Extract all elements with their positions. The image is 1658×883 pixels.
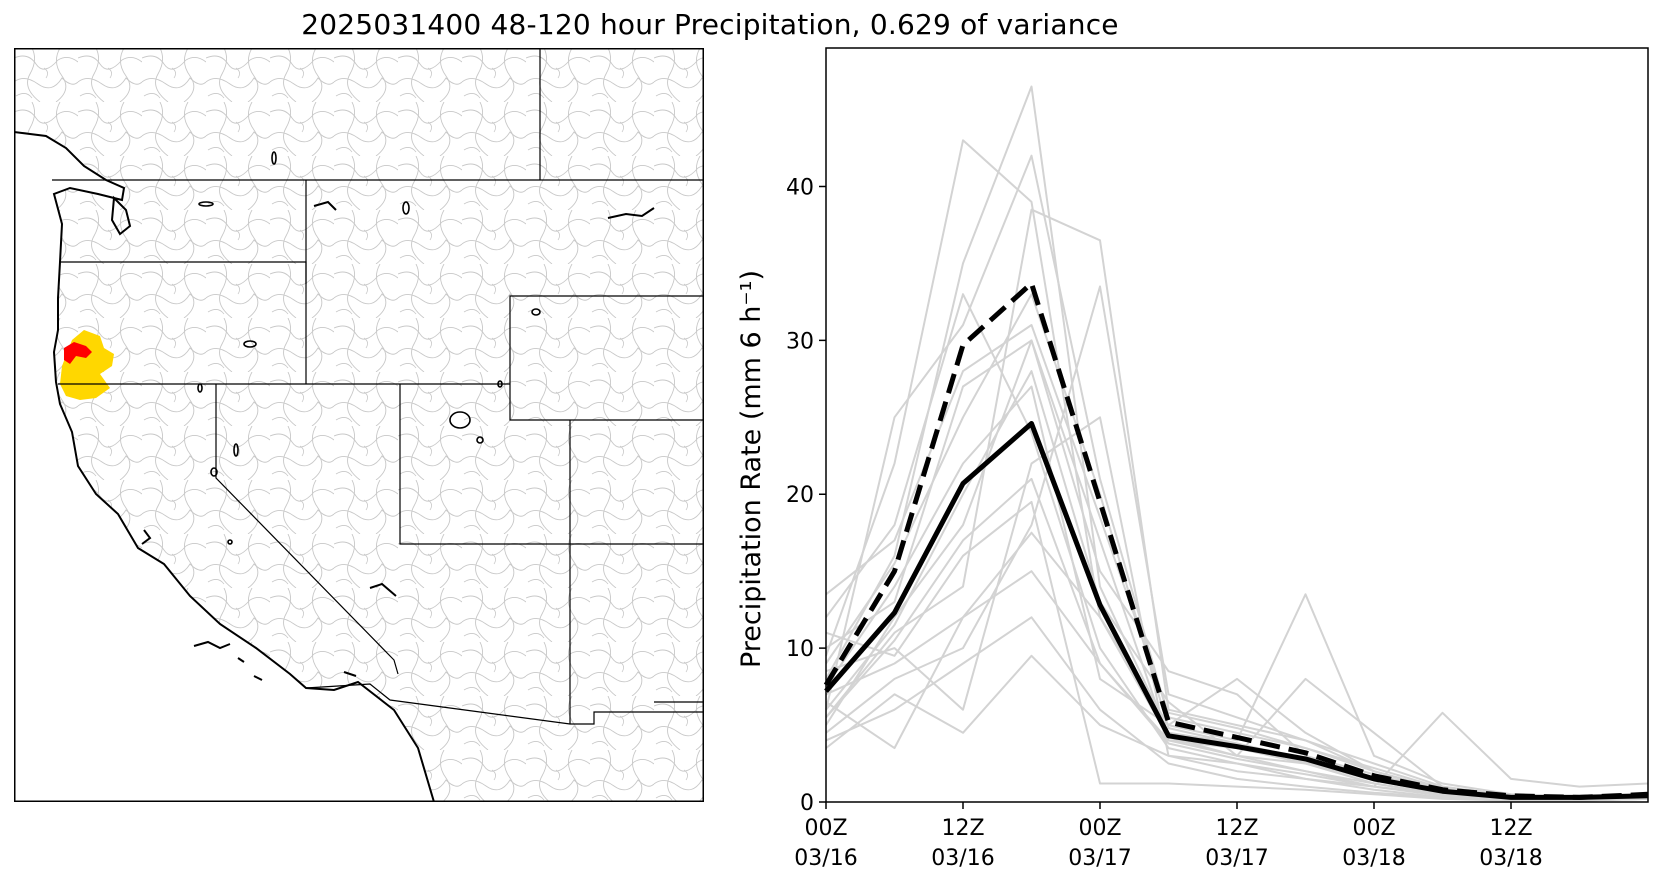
plot-area: [823, 47, 1649, 803]
member-lines: [825, 85, 1649, 802]
y-tick-label: 30: [786, 329, 814, 354]
lakes: [197, 151, 541, 545]
basin-map: [14, 48, 704, 802]
ensemble-member-line: [825, 500, 1649, 802]
x-tick-label-date: 03/16: [931, 846, 994, 871]
y-tick-label: 20: [786, 483, 814, 508]
map-frame: [14, 48, 704, 802]
x-tick-label-time: 00Z: [1352, 816, 1395, 841]
ensemble-member-line: [825, 416, 1649, 788]
precipitation-chart: 0 10 20 30 40 00Z 03/16 12Z 03/16 00Z 03/17 12Z 03/…: [736, 47, 1649, 871]
ensemble-member-line: [825, 139, 1649, 800]
ensemble-member-line: [825, 531, 1649, 799]
x-tick-label-time: 12Z: [1215, 816, 1258, 841]
x-tick-label-date: 03/17: [1205, 846, 1268, 871]
ensemble-member-line: [825, 339, 1649, 800]
state-borders: [52, 48, 704, 725]
y-axis: 0 10 20 30 40: [786, 175, 826, 816]
main-lines: [823, 280, 1649, 800]
x-tick-label-time: 12Z: [1489, 816, 1532, 841]
x-tick-label-date: 03/17: [1068, 846, 1131, 871]
ensemble-member-line: [825, 208, 1649, 799]
ensemble-member-line: [825, 85, 1649, 800]
coastline: [14, 131, 655, 802]
ensemble-member-line: [825, 293, 1649, 800]
x-tick-label-time: 00Z: [1078, 816, 1121, 841]
y-tick-label: 40: [786, 175, 814, 200]
x-tick-label-date: 03/16: [794, 846, 857, 871]
solid-mean-line: [824, 421, 1649, 800]
ensemble-member-line: [825, 154, 1649, 799]
x-tick-label-date: 03/18: [1479, 846, 1542, 871]
y-tick-label: 0: [800, 791, 814, 816]
y-tick-label: 10: [786, 637, 814, 662]
x-tick-label-time: 00Z: [804, 816, 847, 841]
ensemble-member-line: [825, 293, 1649, 800]
y-axis-label: Precipitation Rate (mm 6 h⁻¹): [736, 270, 767, 668]
dashed-mean-line: [823, 280, 1649, 800]
ensemble-member-line: [825, 477, 1649, 802]
ensemble-member-line: [825, 570, 1649, 800]
x-tick-label-date: 03/18: [1342, 846, 1405, 871]
highlight-basin-red: [64, 342, 92, 364]
x-axis: 00Z 03/16 12Z 03/16 00Z 03/17 12Z 03/17 00Z 03/18…: [794, 802, 1543, 871]
plot-frame: [825, 47, 1649, 803]
figure-title: 2025031400 48-120 hour Precipitation, 0.…: [301, 8, 1119, 41]
ensemble-member-line: [825, 339, 1649, 800]
x-tick-label-time: 12Z: [941, 816, 984, 841]
